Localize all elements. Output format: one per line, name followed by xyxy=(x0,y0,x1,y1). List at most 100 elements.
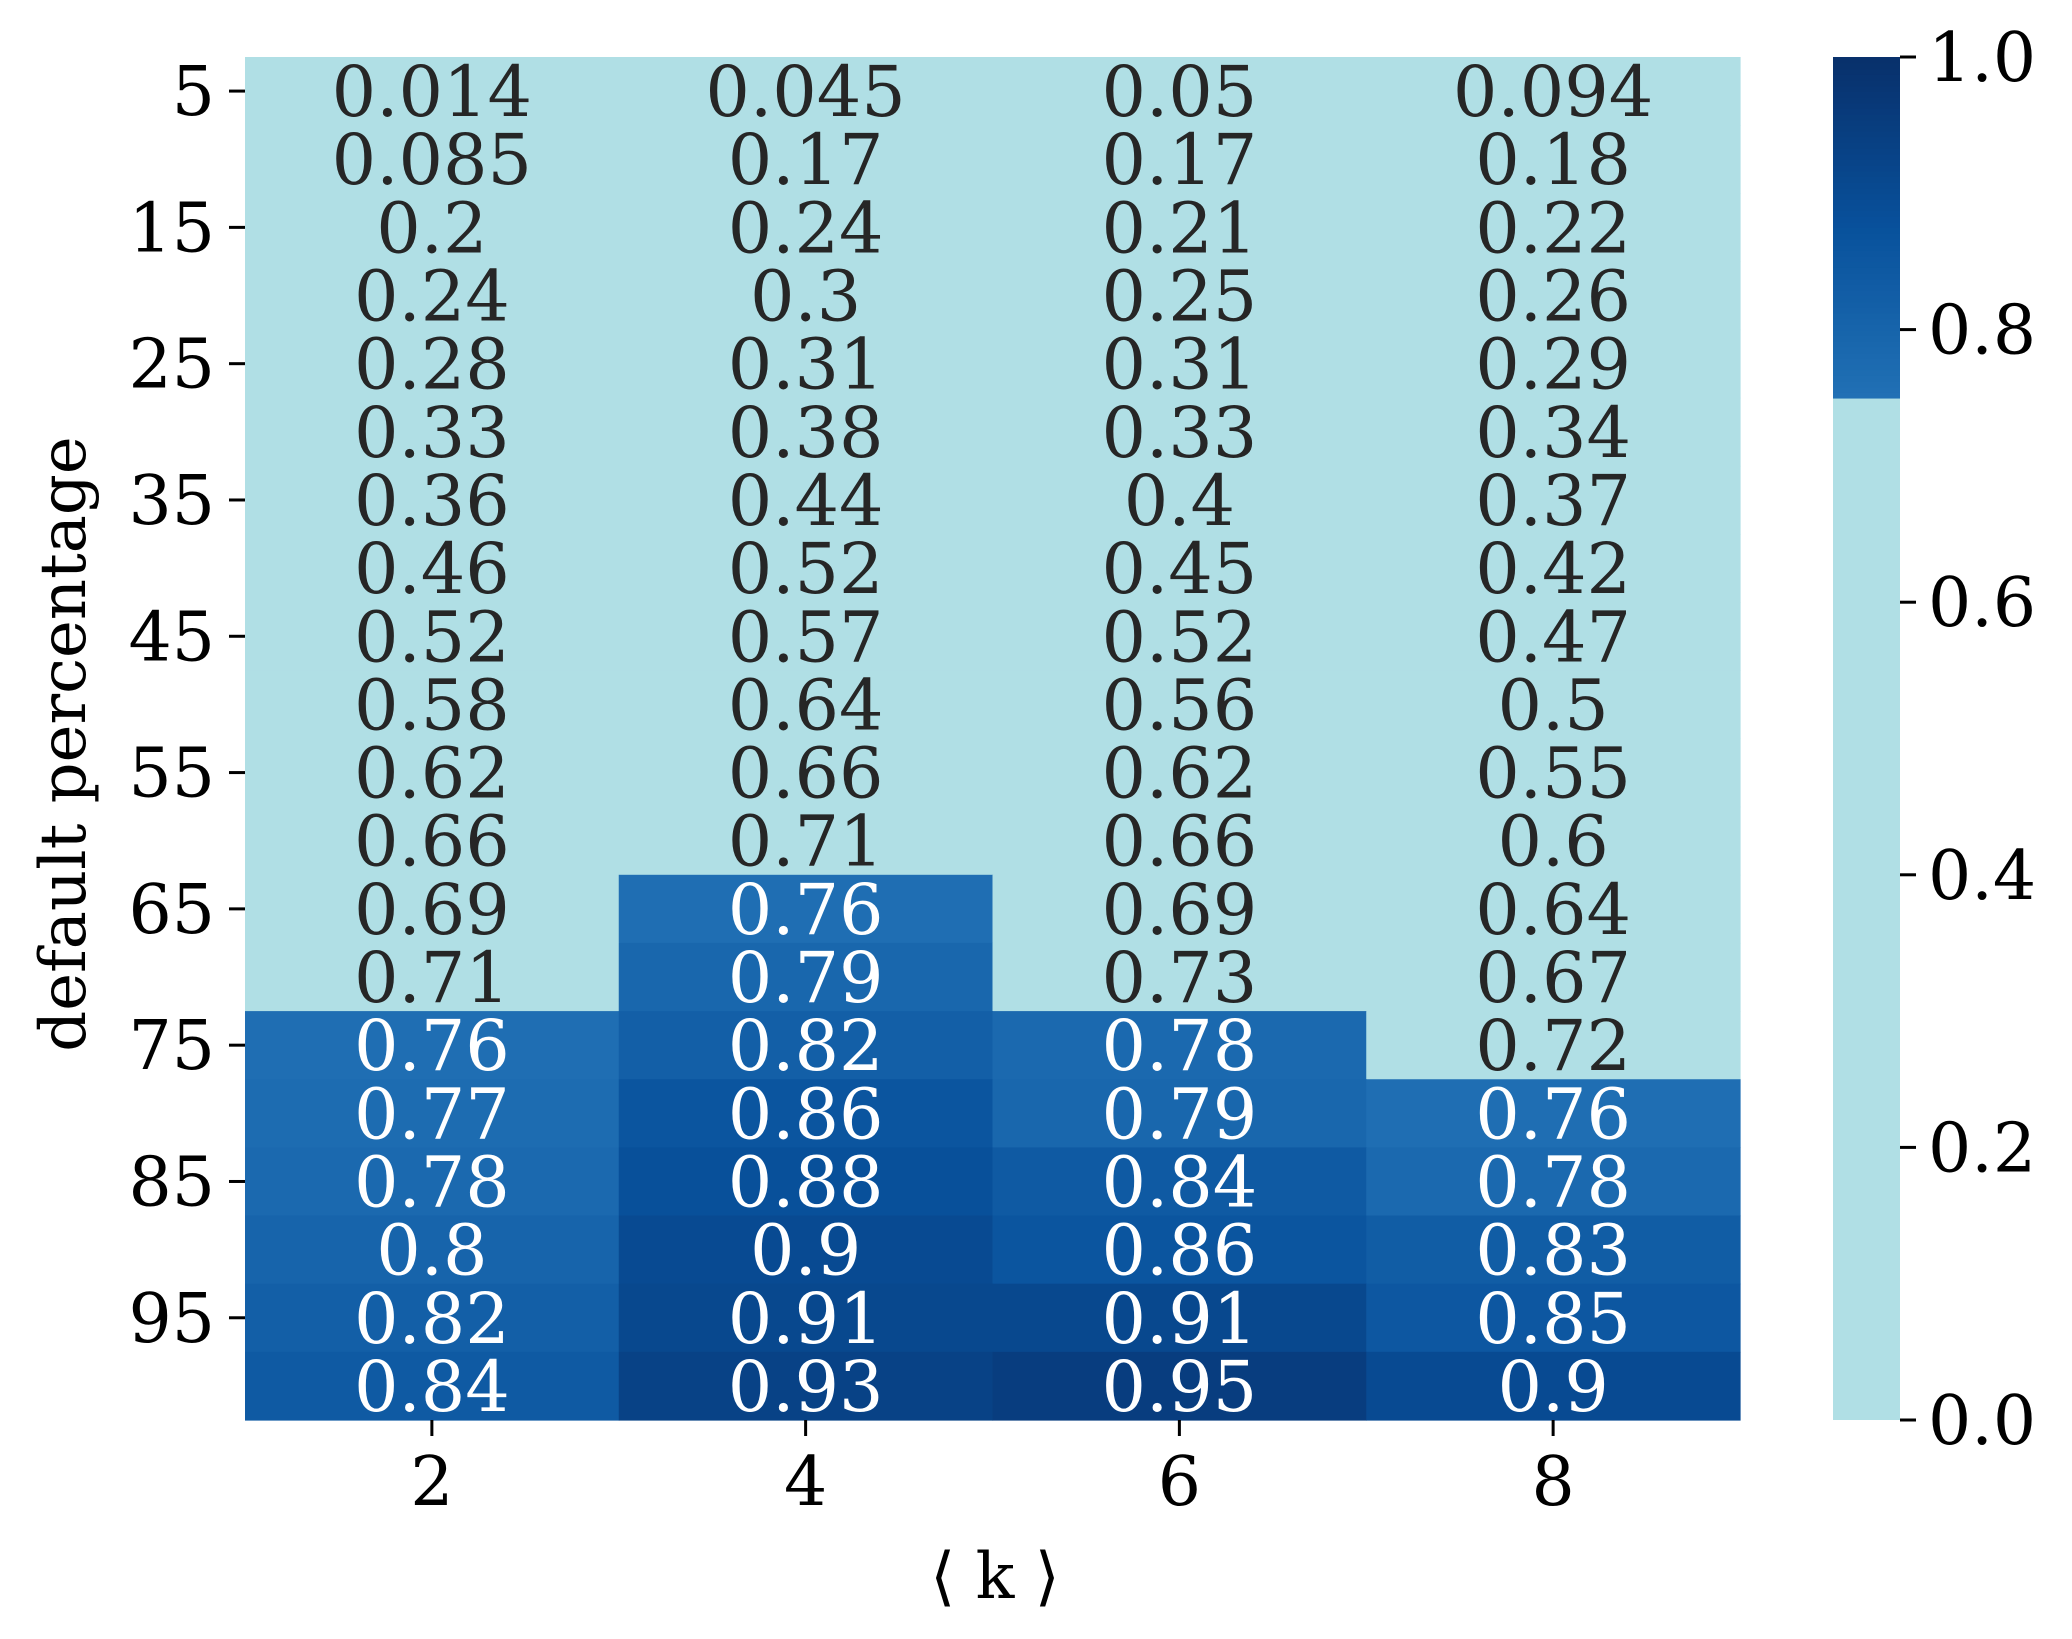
cell-value-label: 0.86 xyxy=(728,1073,884,1155)
cell-value-label: 0.3 xyxy=(750,256,861,338)
colorbar-gradient-step xyxy=(1833,363,1900,371)
heatmap-cell xyxy=(245,738,620,808)
cell-value-label: 0.76 xyxy=(354,1005,510,1087)
colorbar-gradient-step xyxy=(1833,187,1900,195)
colorbar-gradient-step xyxy=(1833,352,1900,359)
heatmap-cell xyxy=(618,329,994,399)
colorbar-gradient-step xyxy=(1833,278,1900,285)
cell-value-label: 0.72 xyxy=(1475,1005,1631,1087)
colorbar-gradient-step xyxy=(1833,255,1900,263)
cell-value-label: 0.85 xyxy=(1475,1278,1631,1360)
cell-value-label: 0.26 xyxy=(1475,256,1631,338)
heatmap-cell xyxy=(992,1079,1367,1148)
heatmap-cell xyxy=(992,397,1367,467)
cell-value-label: 0.18 xyxy=(1475,119,1631,201)
colorbar-gradient-step xyxy=(1833,181,1900,189)
cell-value-label: 0.085 xyxy=(332,119,532,201)
colorbar-gradient-step xyxy=(1833,301,1900,308)
heatmap-cell xyxy=(245,1351,620,1421)
colorbar-gradient-step xyxy=(1833,170,1900,178)
heatmap-cell xyxy=(245,670,620,740)
cell-value-label: 0.82 xyxy=(728,1005,884,1087)
cell-value-label: 0.84 xyxy=(1101,1141,1257,1223)
heatmap-cell xyxy=(245,125,620,194)
y-tick-label: 35 xyxy=(128,462,215,541)
heatmap-cell xyxy=(618,193,994,263)
cell-value-label: 0.17 xyxy=(728,119,884,201)
heatmap-cell xyxy=(245,329,620,399)
cell-value-label: 0.5 xyxy=(1497,664,1608,746)
cell-value-label: 0.78 xyxy=(354,1141,510,1223)
heatmap-cell xyxy=(618,1351,994,1421)
colorbar-gradient-step xyxy=(1833,323,1900,331)
y-axis-label: default percentage xyxy=(27,436,101,1052)
heatmap-cell xyxy=(245,1079,620,1148)
colorbar-gradient-step xyxy=(1833,284,1900,291)
x-tick-label: 4 xyxy=(784,1443,827,1522)
cell-value-label: 0.36 xyxy=(354,460,510,542)
colorbar-gradient-step xyxy=(1833,153,1900,161)
cell-value-label: 0.9 xyxy=(750,1210,861,1292)
colorbar-tick-label: 0.0 xyxy=(1928,1382,2036,1461)
heatmap-cell xyxy=(618,261,994,331)
colorbar-gradient-step xyxy=(1833,96,1900,104)
cell-value-label: 0.4 xyxy=(1124,460,1235,542)
cell-value-label: 0.66 xyxy=(728,733,884,815)
colorbar-gradient-step xyxy=(1833,318,1900,325)
heatmap-cell xyxy=(992,602,1367,671)
heatmap-cell xyxy=(618,738,994,808)
colorbar-gradient-step xyxy=(1833,335,1900,342)
cell-value-label: 0.05 xyxy=(1101,51,1257,133)
heatmap-cell xyxy=(618,1215,994,1285)
cell-value-label: 0.46 xyxy=(354,528,510,610)
cell-value-label: 0.6 xyxy=(1497,801,1608,883)
y-tick-label: 45 xyxy=(128,598,215,677)
cell-value-label: 0.29 xyxy=(1475,324,1631,406)
heatmap-cell xyxy=(618,670,994,740)
heatmap-cell xyxy=(618,942,994,1012)
y-tick-label: 85 xyxy=(128,1143,215,1222)
y-tick-label: 5 xyxy=(172,53,215,132)
cell-value-label: 0.71 xyxy=(354,937,510,1019)
colorbar: 0.0 0.2 0.4 0.6 0.8 1.0 xyxy=(1833,19,2036,1461)
heatmap-cell xyxy=(992,534,1367,603)
heatmap-cell xyxy=(1366,465,1741,535)
colorbar-tick-label: 0.6 xyxy=(1928,564,2036,643)
heatmap-cell xyxy=(245,874,620,944)
colorbar-gradient-step xyxy=(1833,216,1900,223)
colorbar-gradient-step xyxy=(1833,91,1900,98)
colorbar-gradient-step xyxy=(1833,102,1900,109)
cell-value-label: 0.56 xyxy=(1101,664,1257,746)
cell-value-label: 0.62 xyxy=(1101,733,1257,815)
cell-value-label: 0.69 xyxy=(1101,869,1257,951)
colorbar-gradient-step xyxy=(1833,272,1900,280)
colorbar-gradient-step xyxy=(1833,130,1900,138)
cell-value-label: 0.52 xyxy=(1101,596,1257,678)
x-tick-label: 6 xyxy=(1158,1443,1201,1522)
cell-value-label: 0.95 xyxy=(1101,1346,1257,1428)
heatmap-cell xyxy=(618,1283,994,1353)
colorbar-gradient-step xyxy=(1833,176,1900,183)
cell-value-label: 0.28 xyxy=(354,324,510,406)
heatmap-cell xyxy=(1366,57,1741,126)
colorbar-gradient-step xyxy=(1833,244,1900,251)
x-tick-label: 8 xyxy=(1531,1443,1574,1522)
x-axis: 2 4 6 8 xyxy=(410,1420,1575,1522)
colorbar-tick-label: 0.2 xyxy=(1928,1109,2036,1188)
cell-value-label: 0.58 xyxy=(354,664,510,746)
heatmap-cell xyxy=(618,874,994,944)
heatmap-cell xyxy=(245,261,620,331)
colorbar-gradient-step xyxy=(1833,142,1900,149)
cell-value-label: 0.31 xyxy=(1101,324,1257,406)
cell-value-label: 0.64 xyxy=(1475,869,1631,951)
colorbar-gradient-step xyxy=(1833,369,1900,376)
colorbar-gradient-step xyxy=(1833,210,1900,217)
heatmap-cell xyxy=(992,193,1367,263)
heatmap-cell xyxy=(1366,534,1741,603)
heatmap-cell xyxy=(618,1147,994,1217)
colorbar-gradient-step xyxy=(1833,57,1900,64)
colorbar-gradient-step xyxy=(1833,68,1900,75)
heatmap-cell xyxy=(992,806,1367,876)
